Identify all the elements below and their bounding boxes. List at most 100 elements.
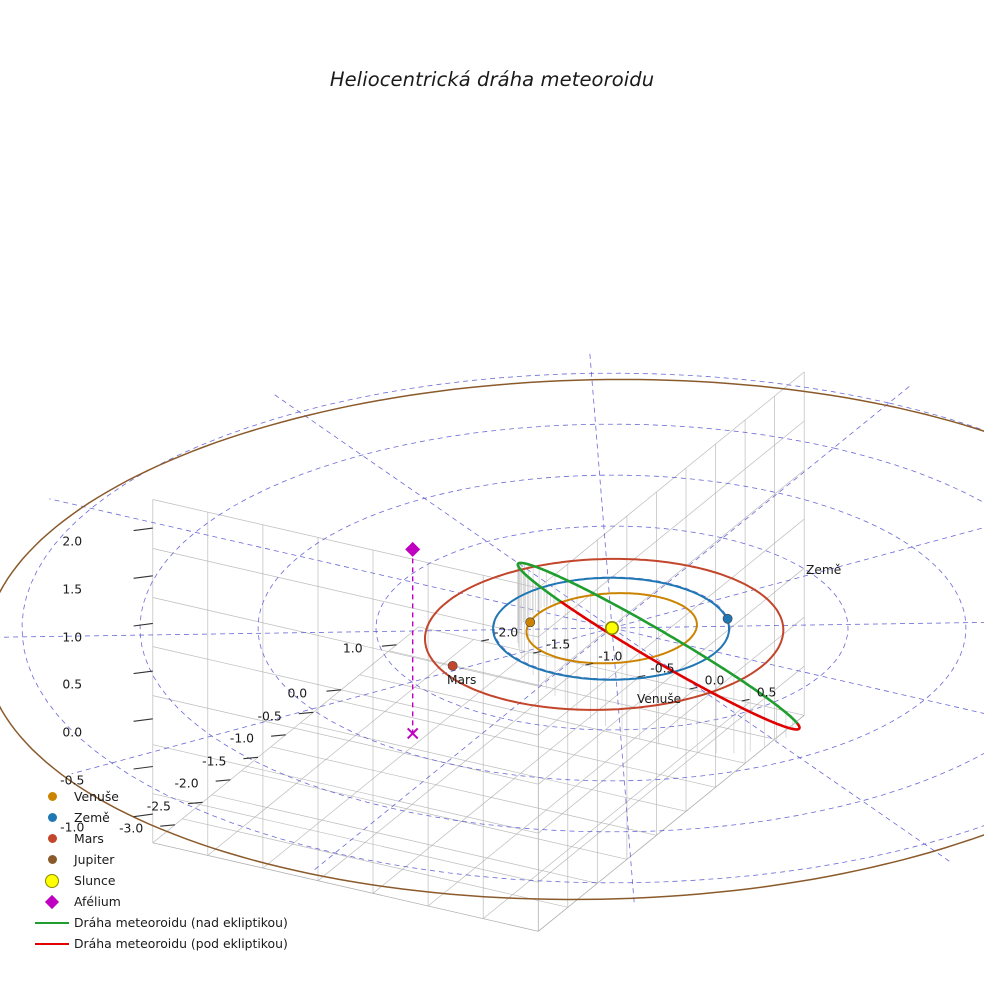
wall-grid-line xyxy=(538,665,805,883)
polar-spoke xyxy=(274,394,613,629)
floor-grid-line xyxy=(207,639,474,856)
polar-spoke xyxy=(611,627,984,714)
polar-spoke xyxy=(312,627,613,872)
wall-grid-line xyxy=(538,616,805,834)
y-tick-mark xyxy=(533,650,542,654)
polar-spoke xyxy=(611,621,984,629)
legend: Venuše Země Mars Jupiter Slunce Afélium Dráha … xyxy=(30,786,288,954)
z-tick-label: 1.0 xyxy=(62,629,83,645)
legend-item-label: Afélium xyxy=(74,894,121,909)
legend-item[interactable]: Země xyxy=(30,807,288,828)
x-tick-label: -1.5 xyxy=(202,753,227,769)
venus-point-label: Venuše xyxy=(637,692,682,706)
earth-point-label: Země xyxy=(806,563,842,577)
meteoroid-orbit-below xyxy=(560,600,585,619)
axis-ticks-group xyxy=(133,527,750,827)
x-tick-label: -3.0 xyxy=(119,820,144,836)
mars-marker-icon xyxy=(30,834,74,843)
wall-grid-line xyxy=(152,695,539,785)
legend-item[interactable]: Afélium xyxy=(30,891,288,912)
polar-ring xyxy=(139,423,984,833)
aphelion-diamond-icon-glyph xyxy=(44,894,60,909)
wall-grid-line xyxy=(152,597,539,687)
green-line-icon xyxy=(30,921,74,924)
legend-item[interactable]: Dráha meteoroidu (nad ekliptikou) xyxy=(30,912,288,933)
floor-grid-line xyxy=(270,746,657,836)
floor-grid-line xyxy=(211,794,598,884)
earth-marker-icon xyxy=(30,813,74,822)
y-tick-label: -1.5 xyxy=(546,636,571,652)
legend-item-label: Mars xyxy=(74,831,104,846)
x-tick-mark xyxy=(160,824,175,827)
wall-grid-line xyxy=(538,420,805,638)
jupiter-marker-icon-glyph xyxy=(47,855,57,864)
legend-item[interactable]: Venuše xyxy=(30,786,288,807)
wall-grid-line xyxy=(538,567,805,785)
legend-item-label: Země xyxy=(74,810,110,825)
y-tick-label: -2.0 xyxy=(494,624,519,640)
x-tick-label: -1.0 xyxy=(229,730,255,746)
polar-spoke xyxy=(611,627,635,904)
z-tick-label: 0.0 xyxy=(62,724,83,740)
legend-item-label: Slunce xyxy=(74,873,116,888)
země-marker[interactable] xyxy=(722,613,733,624)
polar-ring xyxy=(375,525,849,731)
legend-item-label: Venuše xyxy=(74,789,119,804)
legend-item[interactable]: Mars xyxy=(30,828,288,849)
polar-spoke xyxy=(611,527,984,629)
red-line-icon-glyph xyxy=(35,942,69,945)
wall-grid-line xyxy=(152,744,539,834)
x-tick-label: -0.5 xyxy=(257,708,282,724)
planet-orbit xyxy=(0,378,984,901)
mars-marker[interactable] xyxy=(447,660,458,671)
floor-grid-line xyxy=(482,702,750,919)
z-tick-label: -0.5 xyxy=(60,772,85,788)
x-tick-label: 1.0 xyxy=(342,640,363,656)
legend-item[interactable]: Jupiter xyxy=(30,849,288,870)
polar-spoke xyxy=(611,627,950,862)
sun-marker[interactable] xyxy=(604,620,619,635)
polar-spoke xyxy=(589,352,613,629)
y-tick-label: -0.5 xyxy=(650,660,675,676)
legend-item-label: Jupiter xyxy=(74,852,115,867)
x-tick-label: -2.0 xyxy=(174,775,199,791)
x-tick-mark xyxy=(187,801,203,805)
planet-orbit xyxy=(525,592,698,665)
legend-item[interactable]: Dráha meteoroidu (pod ekliptikou) xyxy=(30,933,288,954)
x-tick-mark xyxy=(215,779,231,782)
page-title: Heliocentrická dráha meteoroidu xyxy=(329,68,655,91)
mars-marker-icon-glyph xyxy=(47,834,57,843)
venus-marker-icon xyxy=(30,792,74,801)
x-tick-mark xyxy=(326,689,342,692)
green-line-icon-glyph xyxy=(35,921,69,924)
z-tick-label: 1.5 xyxy=(62,581,83,597)
wall-grid-line xyxy=(152,499,539,589)
wall-grid-line xyxy=(152,842,539,932)
y-tick-label: 0.5 xyxy=(756,684,777,700)
x-tick-mark xyxy=(271,734,286,737)
venuše-marker[interactable] xyxy=(525,617,536,628)
sun-marker-icon xyxy=(30,873,74,888)
red-line-icon xyxy=(30,942,74,945)
wall-grid-line xyxy=(152,793,539,883)
aphelion-diamond-marker[interactable] xyxy=(405,541,421,557)
floor-grid-line xyxy=(427,689,695,907)
planet-orbit xyxy=(492,576,730,681)
legend-item[interactable]: Slunce xyxy=(30,870,288,891)
z-tick-mark xyxy=(133,765,153,770)
y-tick-mark xyxy=(585,662,594,666)
earth-marker-icon-glyph xyxy=(47,813,57,822)
y-tick-mark xyxy=(741,698,750,702)
aphelion-projection-x-marker xyxy=(406,727,419,740)
x-tick-label: 0.0 xyxy=(287,685,308,701)
aphelion-diamond-icon xyxy=(30,894,74,909)
legend-item-label: Dráha meteoroidu (nad ekliptikou) xyxy=(74,915,288,930)
floor-grid-line xyxy=(152,626,419,844)
mars-point-label: Mars xyxy=(447,673,477,687)
wall-grid-line xyxy=(538,715,805,932)
meteoroid-orbit-above xyxy=(516,561,798,724)
wall-grid-line xyxy=(152,646,539,736)
x-tick-label: -2.5 xyxy=(146,798,171,814)
z-tick-label: -1.0 xyxy=(60,819,85,835)
